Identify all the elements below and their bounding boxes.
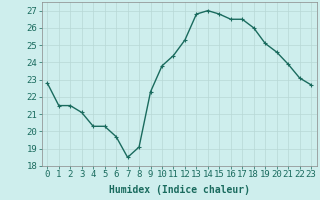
X-axis label: Humidex (Indice chaleur): Humidex (Indice chaleur) [109, 185, 250, 195]
